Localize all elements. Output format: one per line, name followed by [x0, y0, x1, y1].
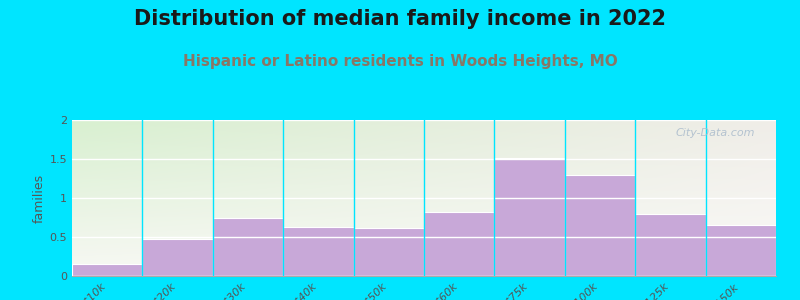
Bar — [706, 225, 776, 276]
Text: Hispanic or Latino residents in Woods Heights, MO: Hispanic or Latino residents in Woods He… — [182, 54, 618, 69]
Bar — [635, 214, 706, 276]
Bar — [354, 228, 424, 276]
Bar — [72, 264, 142, 276]
Text: City-Data.com: City-Data.com — [675, 128, 755, 138]
Text: Distribution of median family income in 2022: Distribution of median family income in … — [134, 9, 666, 29]
Bar — [494, 158, 565, 276]
Bar — [424, 212, 494, 276]
Y-axis label: families: families — [32, 173, 46, 223]
Bar — [283, 227, 354, 276]
Bar — [565, 176, 635, 276]
Bar — [213, 218, 283, 276]
Bar — [142, 239, 213, 276]
